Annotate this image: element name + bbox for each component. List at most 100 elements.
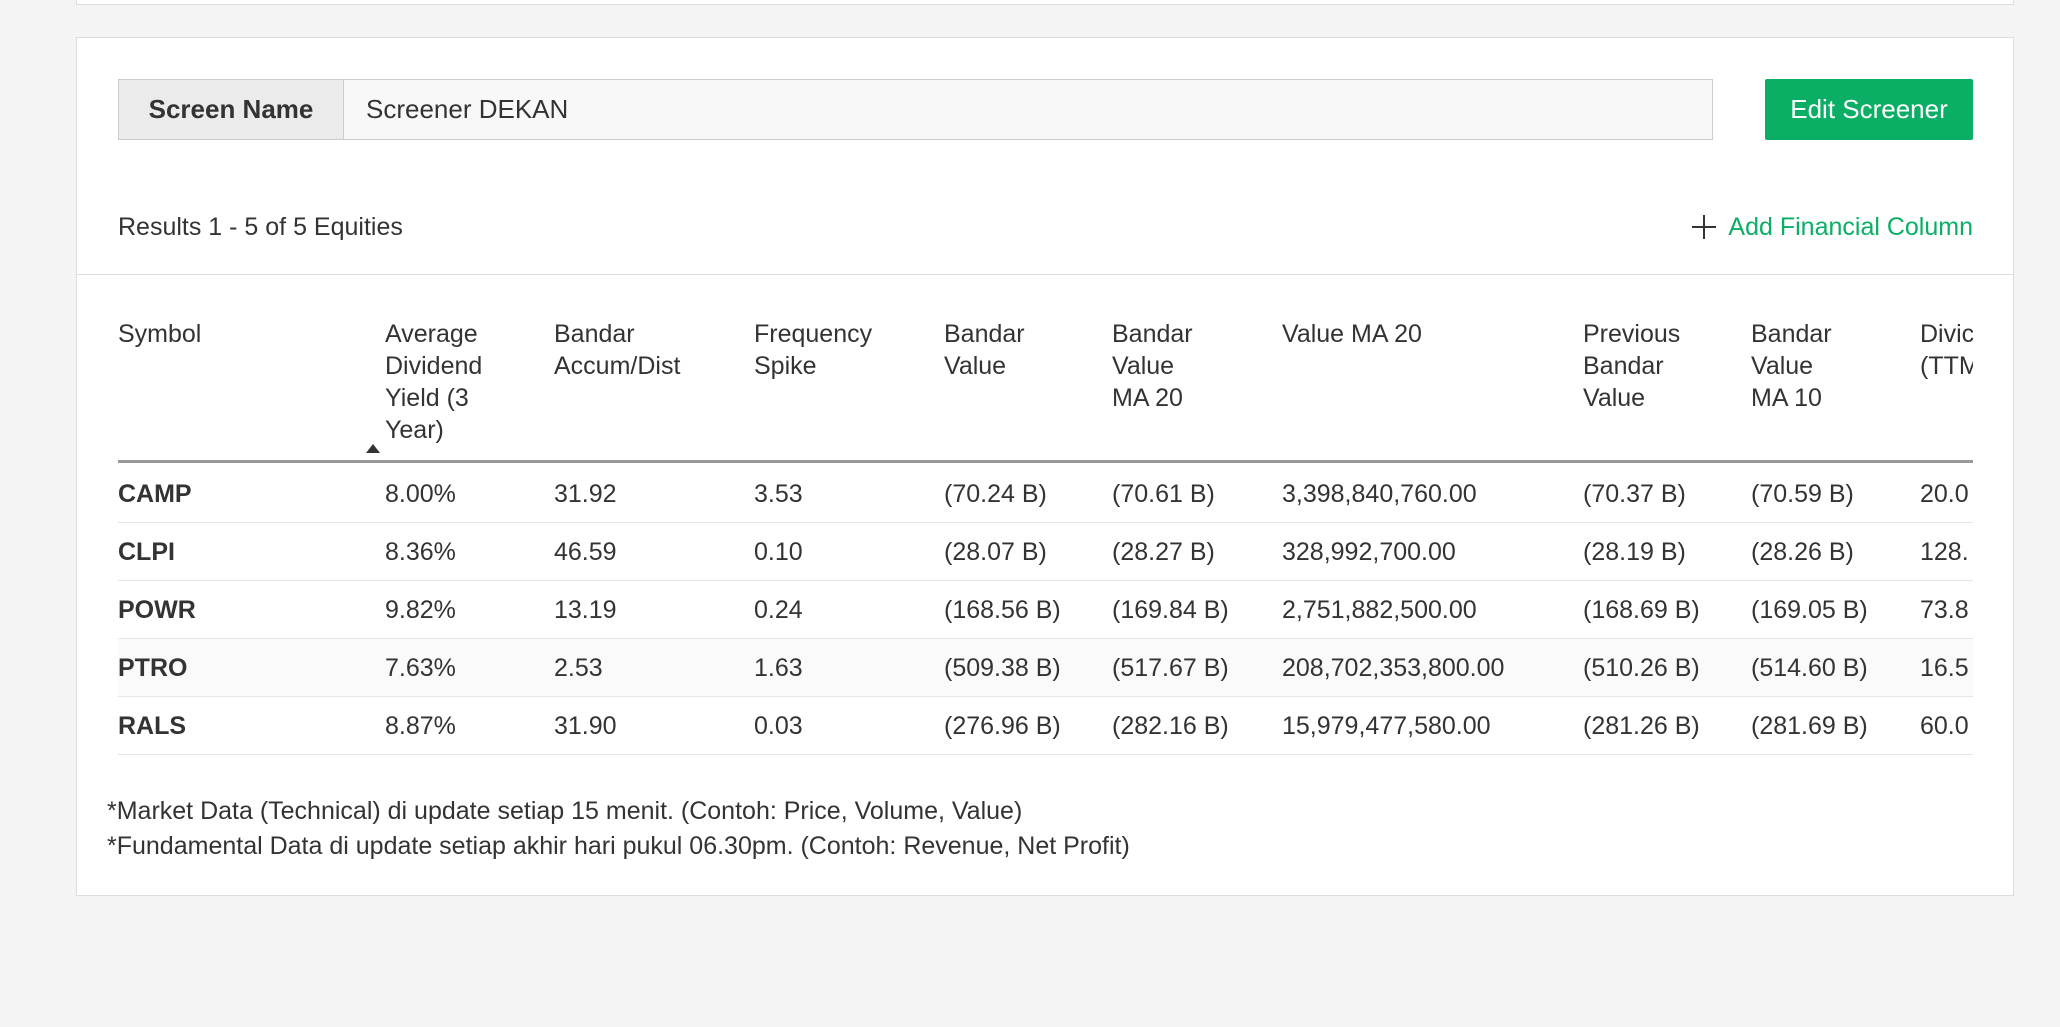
screen-name-label: Screen Name xyxy=(119,80,344,139)
footnote: *Fundamental Data di update setiap akhir… xyxy=(107,832,1130,860)
cell: (282.16 B) xyxy=(1112,712,1229,740)
header-line: Frequency xyxy=(754,320,873,348)
cell: (70.37 B) xyxy=(1583,480,1686,508)
cell: 128. xyxy=(1920,538,1969,566)
cell: 16.5 xyxy=(1920,654,1969,682)
header-line: Divic xyxy=(1920,320,1973,348)
header-line: Bandar xyxy=(944,320,1025,348)
cell: 13.19 xyxy=(554,596,617,624)
cell: 7.63% xyxy=(385,654,456,682)
symbol-cell: PTRO xyxy=(118,654,188,682)
cell: 20.0 xyxy=(1920,480,1969,508)
cell: 46.59 xyxy=(554,538,617,566)
header-line: Value MA 20 xyxy=(1282,320,1422,348)
cell: 15,979,477,580.00 xyxy=(1282,712,1491,740)
column-header[interactable]: Symbol xyxy=(118,318,201,350)
header-line: Spike xyxy=(754,352,817,380)
column-header[interactable]: Bandar Accum/Dist xyxy=(554,318,680,382)
cell: 0.24 xyxy=(754,596,803,624)
cell: (28.07 B) xyxy=(944,538,1047,566)
cell: (514.60 B) xyxy=(1751,654,1868,682)
table-row[interactable] xyxy=(118,465,1973,523)
symbol-cell: RALS xyxy=(118,712,187,740)
header-rule xyxy=(118,460,1973,463)
cell: (28.27 B) xyxy=(1112,538,1215,566)
cell: (70.61 B) xyxy=(1112,480,1215,508)
cell: 2,751,882,500.00 xyxy=(1282,596,1477,624)
plus-icon xyxy=(1692,215,1717,239)
column-header[interactable]: Divic (TTM xyxy=(1920,318,1973,382)
header-line: (TTM xyxy=(1920,352,1973,380)
header-line: Value xyxy=(1112,352,1175,380)
cell: 0.10 xyxy=(754,538,803,566)
cell: 2.53 xyxy=(554,654,603,682)
column-header[interactable]: Value MA 20 xyxy=(1282,318,1422,350)
header-line: Previous xyxy=(1583,320,1681,348)
header-line: Year) xyxy=(385,416,444,444)
results-table: Symbol Average Dividend Yield (3 Year) Bandar… xyxy=(118,308,1973,758)
cell: 8.87% xyxy=(385,712,456,740)
cell: 1.63 xyxy=(754,654,803,682)
cell: 8.36% xyxy=(385,538,456,566)
cell: 0.03 xyxy=(754,712,803,740)
cell: 208,702,353,800.00 xyxy=(1282,654,1505,682)
table-row[interactable] xyxy=(118,639,1973,697)
cell: 8.00% xyxy=(385,480,456,508)
column-header[interactable]: Average Dividend Yield (3 Year) xyxy=(385,318,482,446)
cell: (509.38 B) xyxy=(944,654,1061,682)
column-header[interactable]: Previous Bandar Value xyxy=(1583,318,1680,414)
edit-screener-button[interactable]: Edit Screener xyxy=(1765,79,1973,140)
symbol-cell: CLPI xyxy=(118,538,175,566)
column-header[interactable]: Bandar Value MA 20 xyxy=(1112,318,1193,414)
cell: 9.82% xyxy=(385,596,456,624)
header-line: Bandar xyxy=(554,320,635,348)
add-column-link[interactable]: Add Financial Column xyxy=(1690,210,1973,244)
footnote: *Market Data (Technical) di update setia… xyxy=(107,797,1023,825)
symbol-cell: CAMP xyxy=(118,480,192,508)
cell: (276.96 B) xyxy=(944,712,1061,740)
header-line: Average xyxy=(385,320,478,348)
screen-name-field[interactable]: Screen Name Screener DEKAN xyxy=(118,79,1713,140)
header-line: Accum/Dist xyxy=(554,352,681,380)
header-line: Value xyxy=(944,352,1007,380)
cell: (168.69 B) xyxy=(1583,596,1700,624)
table-row[interactable] xyxy=(118,523,1973,581)
cell: (510.26 B) xyxy=(1583,654,1700,682)
header-line: Yield (3 xyxy=(385,384,469,412)
screener-card: Screen Name Screener DEKAN Edit Screener… xyxy=(76,37,2014,896)
header-line: MA 10 xyxy=(1751,384,1822,412)
cell: (168.56 B) xyxy=(944,596,1061,624)
cell: 328,992,700.00 xyxy=(1282,538,1456,566)
column-header[interactable]: Frequency Spike xyxy=(754,318,872,382)
screen-name-value[interactable]: Screener DEKAN xyxy=(366,94,569,124)
cell: 31.92 xyxy=(554,480,617,508)
divider xyxy=(77,274,2013,275)
cell: (28.19 B) xyxy=(1583,538,1686,566)
column-header[interactable]: Bandar Value xyxy=(944,318,1025,382)
header-line: Value xyxy=(1583,384,1646,412)
cell: (28.26 B) xyxy=(1751,538,1854,566)
cell: 60.0 xyxy=(1920,712,1969,740)
cell: 3.53 xyxy=(754,480,803,508)
header-line: Bandar xyxy=(1112,320,1193,348)
previous-card xyxy=(76,0,2014,5)
results-count: Results 1 - 5 of 5 Equities xyxy=(118,213,403,241)
header-line: MA 20 xyxy=(1112,384,1183,412)
header-line: Value xyxy=(1751,352,1814,380)
header-line: Bandar xyxy=(1751,320,1832,348)
table-row[interactable] xyxy=(118,581,1973,639)
cell: 3,398,840,760.00 xyxy=(1282,480,1477,508)
cell: 31.90 xyxy=(554,712,617,740)
column-header[interactable]: Bandar Value MA 10 xyxy=(1751,318,1832,414)
header-line: Symbol xyxy=(118,320,202,348)
table-row[interactable] xyxy=(118,697,1973,755)
cell: 73.8 xyxy=(1920,596,1969,624)
cell: (517.67 B) xyxy=(1112,654,1229,682)
symbol-cell: POWR xyxy=(118,596,196,624)
cell: (169.05 B) xyxy=(1751,596,1868,624)
cell: (70.24 B) xyxy=(944,480,1047,508)
sort-indicator xyxy=(366,444,380,453)
cell: (281.26 B) xyxy=(1583,712,1700,740)
add-column-text[interactable]: Add Financial Column xyxy=(1728,213,1973,241)
